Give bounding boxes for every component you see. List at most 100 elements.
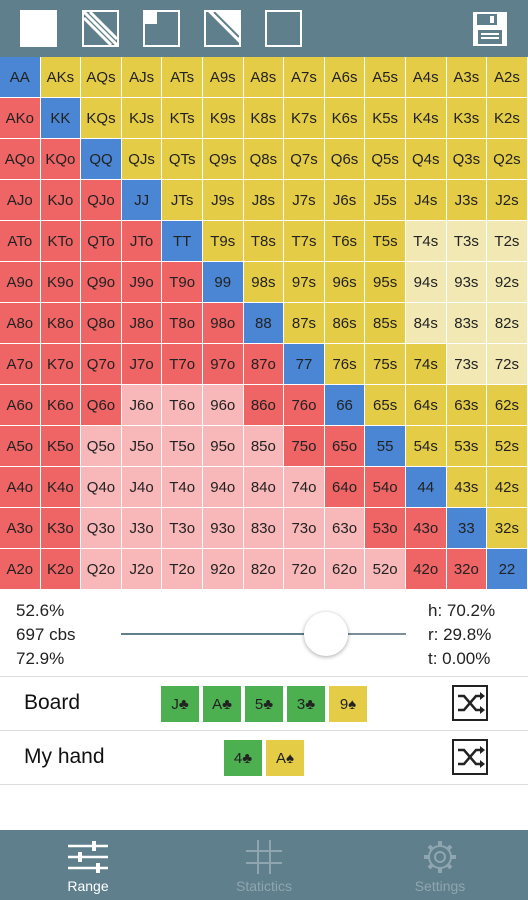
hand-cell[interactable]: 75o [284,426,325,467]
hand-cell[interactable]: 32o [446,549,488,590]
hand-cell[interactable]: 63s [446,385,488,426]
hand-cell[interactable]: KJo [40,180,82,221]
hand-cell[interactable]: 98o [202,303,244,344]
hand-cell[interactable]: 94s [405,262,447,303]
hand-cell[interactable]: J3o [121,508,163,549]
hand-cell[interactable]: QTo [81,221,122,262]
hand-cell[interactable]: J8s [243,180,285,221]
hand-cell[interactable]: 64o [324,467,366,508]
diagonal-triangle-button[interactable] [204,10,241,47]
hand-cell[interactable]: 85o [243,426,285,467]
hand-cell[interactable]: A9o [0,262,41,303]
hand-cell[interactable]: A3s [446,57,488,98]
hand-card[interactable]: 4♣ [224,740,262,776]
hand-cell[interactable]: 63o [324,508,366,549]
hand-cell[interactable]: 22 [487,549,528,590]
hand-cell[interactable]: T7o [162,344,203,385]
hand-cell[interactable]: A5o [0,426,41,467]
hand-cell[interactable]: K3s [446,98,488,139]
hand-cell[interactable]: T4o [162,467,203,508]
hand-cell[interactable]: 95o [202,426,244,467]
hand-cell[interactable]: 43s [446,467,488,508]
hand-cell[interactable]: A7s [284,57,325,98]
hand-cell[interactable]: A4s [405,57,447,98]
hand-cell[interactable]: 85s [365,303,406,344]
hand-cell[interactable]: A5s [365,57,406,98]
hand-cell[interactable]: 65o [324,426,366,467]
hand-cell[interactable]: T3s [446,221,488,262]
board-card[interactable]: 5♣ [245,686,283,722]
hand-cell[interactable]: K7s [284,98,325,139]
hand-cell[interactable]: 97s [284,262,325,303]
hand-cell[interactable]: 53s [446,426,488,467]
hand-cell[interactable]: J9s [202,180,244,221]
hand-cell[interactable]: Q2s [487,139,528,180]
hand-cell[interactable]: 87s [284,303,325,344]
hand-cell[interactable]: A3o [0,508,41,549]
hand-cell[interactable]: Q7o [81,344,122,385]
hand-cell[interactable]: J6s [324,180,366,221]
hand-cell[interactable]: 84o [243,467,285,508]
hand-cell[interactable]: KQo [40,139,82,180]
hand-cell[interactable]: 73o [284,508,325,549]
hand-cell[interactable]: 54s [405,426,447,467]
hand-cell[interactable]: J2o [121,549,163,590]
hand-cell[interactable]: 88 [243,303,285,344]
hand-cell[interactable]: J2s [487,180,528,221]
hand-card[interactable]: A♠ [266,740,304,776]
hand-cell[interactable]: 82o [243,549,285,590]
hand-cell[interactable]: A8o [0,303,41,344]
hand-cell[interactable]: Q2o [81,549,122,590]
nav-settings[interactable]: Settings [352,830,528,900]
hand-cell[interactable]: 52o [365,549,406,590]
hand-cell[interactable]: K6o [40,385,82,426]
hand-cell[interactable]: T8o [162,303,203,344]
hand-cell[interactable]: A9s [202,57,244,98]
board-card[interactable]: 3♣ [287,686,325,722]
hand-cell[interactable]: AKo [0,98,41,139]
hand-cell[interactable]: K2o [40,549,82,590]
hand-cell[interactable]: 32s [487,508,528,549]
hand-shuffle-button[interactable] [452,739,488,775]
nav-statistics[interactable]: Statictics [176,830,352,900]
hand-cell[interactable]: 72o [284,549,325,590]
range-slider-thumb[interactable] [304,612,349,656]
hand-cell[interactable]: K9o [40,262,82,303]
hand-cell[interactable]: 74s [405,344,447,385]
hand-cell[interactable]: KTo [40,221,82,262]
hand-cell[interactable]: 93s [446,262,488,303]
hand-cell[interactable]: 83o [243,508,285,549]
hand-cell[interactable]: K4o [40,467,82,508]
hand-cell[interactable]: AJs [121,57,163,98]
hand-cell[interactable]: QTs [162,139,203,180]
hand-cell[interactable]: J5o [121,426,163,467]
hand-cell[interactable]: K5o [40,426,82,467]
hand-cell[interactable]: 73s [446,344,488,385]
hand-cell[interactable]: J3s [446,180,488,221]
hand-cell[interactable]: T7s [284,221,325,262]
hand-cell[interactable]: T9o [162,262,203,303]
hand-cell[interactable]: Q5o [81,426,122,467]
hand-cell[interactable]: A6s [324,57,366,98]
hand-cell[interactable]: T6s [324,221,366,262]
hand-cell[interactable]: A6o [0,385,41,426]
board-shuffle-button[interactable] [452,685,488,721]
board-card[interactable]: J♣ [161,686,199,722]
hand-cell[interactable]: 76s [324,344,366,385]
hand-cell[interactable]: 53o [365,508,406,549]
hand-cell[interactable]: Q9s [202,139,244,180]
hand-cell[interactable]: Q4o [81,467,122,508]
hand-cell[interactable]: T9s [202,221,244,262]
hand-cell[interactable]: 87o [243,344,285,385]
hand-cell[interactable]: Q3o [81,508,122,549]
hand-cell[interactable]: Q6o [81,385,122,426]
hand-cell[interactable]: 54o [365,467,406,508]
hand-cell[interactable]: T2o [162,549,203,590]
hand-cell[interactable]: 97o [202,344,244,385]
empty-fill-button[interactable] [265,10,302,47]
hand-cell[interactable]: 77 [284,344,325,385]
hand-cell[interactable]: J5s [365,180,406,221]
hand-cell[interactable]: A2o [0,549,41,590]
hand-cell[interactable]: J7o [121,344,163,385]
hand-cell[interactable]: JTs [162,180,203,221]
